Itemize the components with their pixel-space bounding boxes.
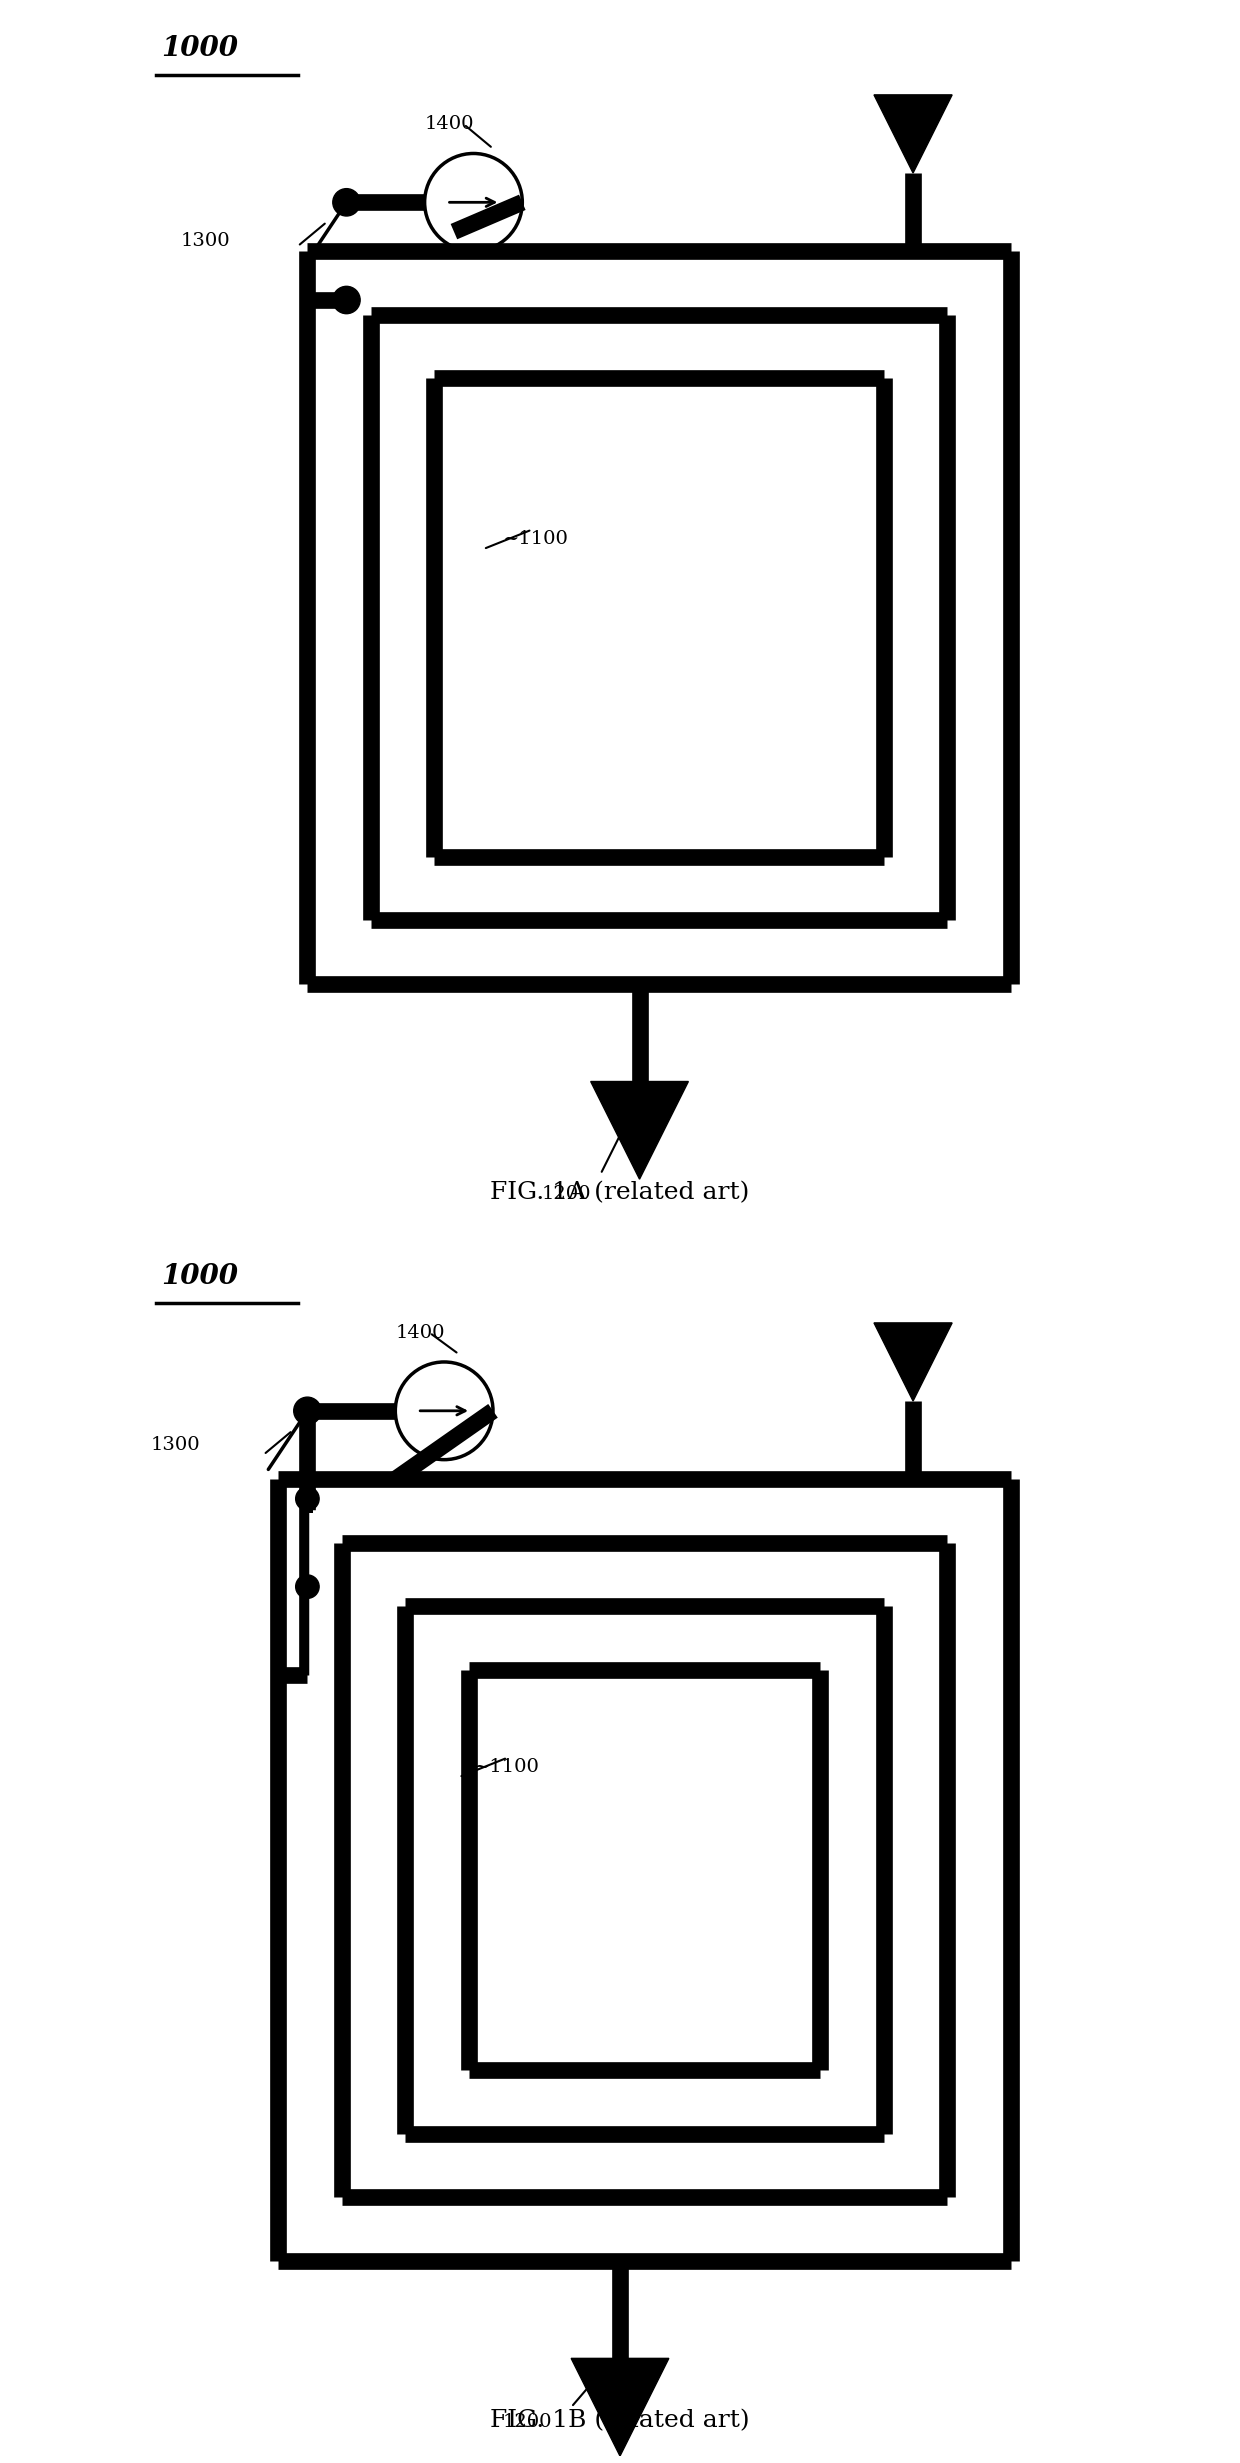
Text: 1400: 1400 xyxy=(396,1323,445,1342)
Polygon shape xyxy=(874,96,952,172)
Polygon shape xyxy=(874,1323,952,1401)
Circle shape xyxy=(295,1488,319,1510)
Text: 1200: 1200 xyxy=(502,2414,552,2431)
Text: 1300: 1300 xyxy=(180,232,231,251)
Circle shape xyxy=(295,1574,319,1598)
Circle shape xyxy=(332,190,360,217)
Text: 1000: 1000 xyxy=(161,34,238,62)
Text: ~1100: ~1100 xyxy=(502,530,569,549)
Text: FIG. 1A (related art): FIG. 1A (related art) xyxy=(490,1180,750,1204)
Circle shape xyxy=(294,1397,321,1424)
Polygon shape xyxy=(590,1081,688,1180)
Polygon shape xyxy=(572,2360,668,2456)
Text: 1000: 1000 xyxy=(161,1264,238,1291)
Text: ~1100: ~1100 xyxy=(474,1759,539,1776)
Text: FIG. 1B (related art): FIG. 1B (related art) xyxy=(490,2409,750,2431)
Text: 1300: 1300 xyxy=(151,1436,201,1453)
Text: 1200: 1200 xyxy=(542,1185,591,1202)
Circle shape xyxy=(332,286,360,313)
Text: 1400: 1400 xyxy=(424,116,474,133)
